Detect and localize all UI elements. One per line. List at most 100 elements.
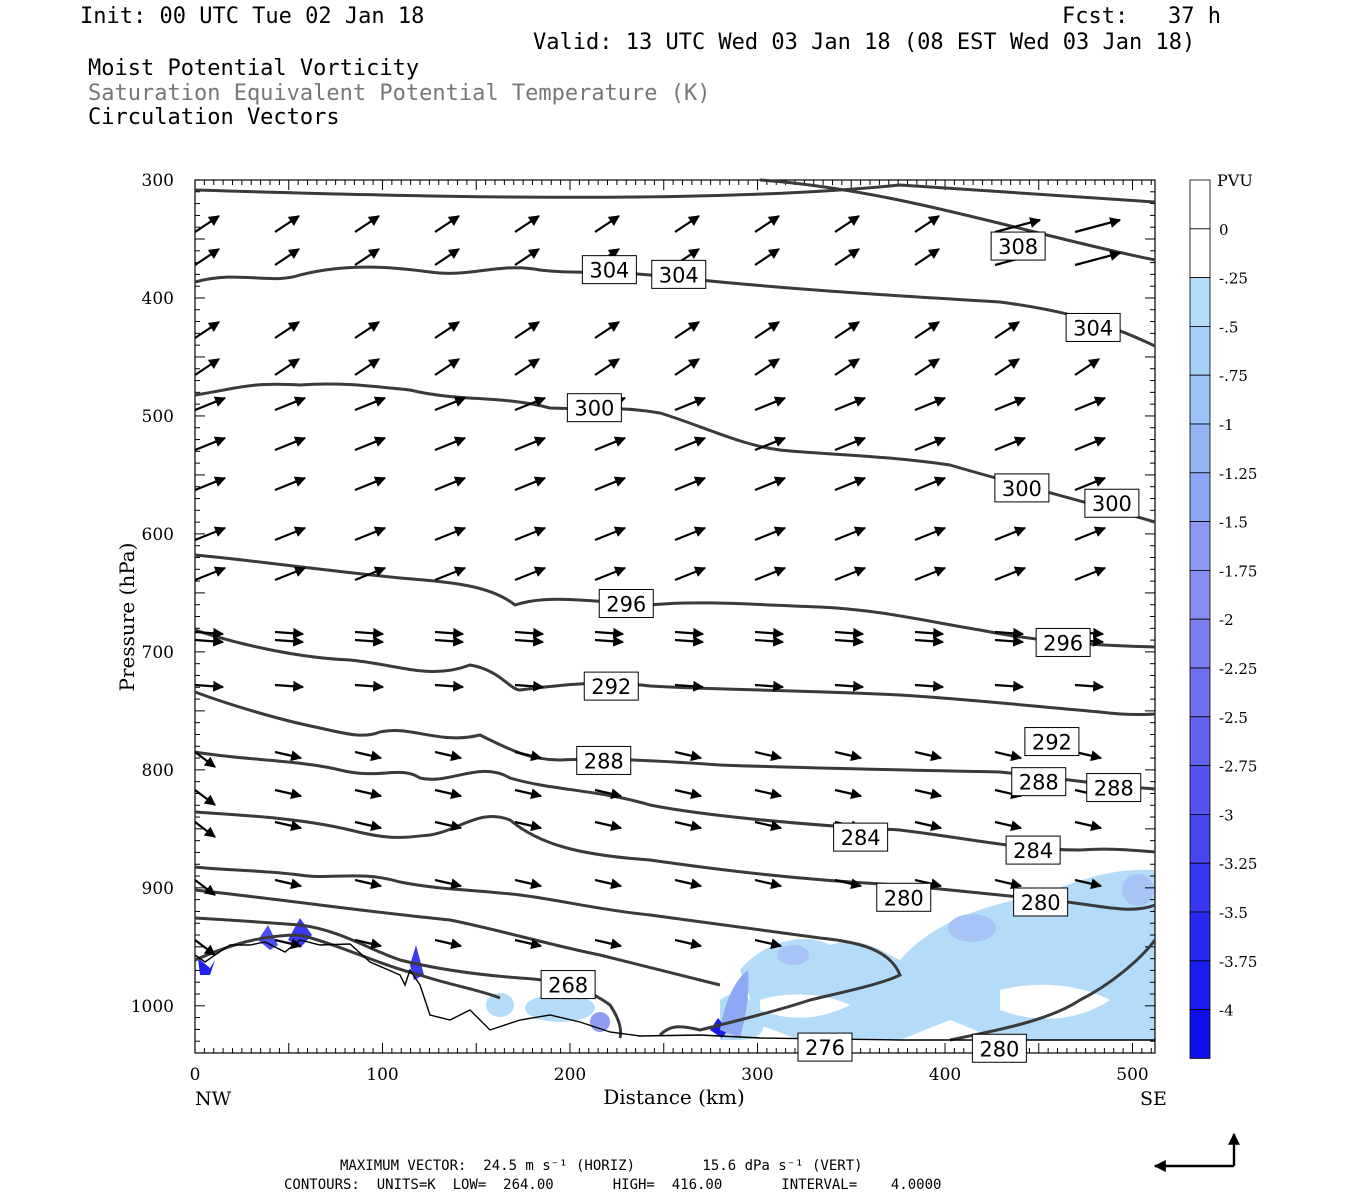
contour-label: 288 (584, 749, 624, 773)
contour-label: 288 (1019, 771, 1059, 795)
circulation-vector (514, 566, 547, 582)
valid-time: Valid: 13 UTC Wed 03 Jan 18 (08 EST Wed … (533, 30, 1196, 55)
x-end-left: NW (195, 1088, 232, 1110)
circulation-vector (594, 635, 625, 647)
circulation-vector (434, 321, 460, 339)
contour-label-box (583, 671, 639, 701)
colorbar-label: 0 (1219, 221, 1229, 239)
circulation-vector (274, 680, 305, 692)
contour-label: 304 (589, 259, 629, 283)
circulation-vector (1074, 820, 1103, 832)
circulation-vector (914, 321, 940, 339)
circulation-vector (914, 627, 945, 639)
circulation-vector (354, 820, 383, 832)
circulation-vector (594, 436, 627, 452)
circulation-vector (994, 358, 1020, 376)
circulation-vector (914, 680, 945, 692)
mpv-shade-white-1 (760, 994, 850, 1018)
contour-label: 284 (841, 826, 881, 850)
circulation-vector (434, 627, 465, 639)
circulation-vector (994, 635, 1025, 647)
circulation-vector (834, 358, 860, 376)
circulation-vector (994, 321, 1020, 339)
circulation-vector (594, 938, 623, 950)
circulation-vector (594, 566, 627, 582)
circulation-vector (914, 215, 940, 233)
circulation-vector (514, 680, 545, 692)
colorbar-label: -1.75 (1219, 562, 1257, 580)
colorbar-label: -2.25 (1219, 660, 1257, 678)
contour-line (194, 865, 902, 1037)
forecast-hour: Fcst: 37 h (1062, 4, 1221, 29)
contour-line (194, 628, 1156, 716)
contour-line (759, 178, 1156, 262)
circulation-vector (994, 878, 1023, 890)
circulation-vector (354, 396, 387, 412)
contour-line (194, 382, 1156, 524)
circulation-vector (674, 321, 700, 339)
circulation-vector (754, 680, 785, 692)
circulation-vector (1074, 526, 1107, 542)
mpv-shade-dark-5 (710, 1018, 728, 1038)
circulation-vector (514, 215, 540, 233)
mpv-shade-mid-1 (777, 945, 809, 965)
contour-label: 280 (884, 886, 924, 910)
contour-label-box (990, 231, 1046, 261)
circulation-vector (834, 566, 867, 582)
x-axis-title: Distance (km) (603, 1085, 745, 1109)
circulation-vector (1074, 680, 1105, 692)
colorbar-swatch (1189, 325, 1211, 376)
circulation-vector (834, 788, 863, 800)
x-tick-label: 100 (366, 1065, 398, 1085)
x-end-right: SE (1140, 1088, 1167, 1110)
circulation-vector (834, 878, 863, 890)
circulation-vector (594, 358, 620, 376)
colorbar-label: -.75 (1219, 367, 1248, 385)
circulation-vector (914, 248, 940, 266)
circulation-vector (514, 627, 545, 639)
contour-label: 304 (1073, 316, 1113, 340)
circulation-vector (194, 635, 225, 647)
y-tick-label: 300 (142, 171, 174, 191)
circulation-vector (754, 627, 785, 639)
contour-line (194, 916, 623, 1039)
contour-label-box (651, 259, 707, 289)
circulation-vector (274, 820, 303, 832)
y-tick-label: 500 (142, 407, 174, 427)
circulation-vector (194, 396, 227, 412)
x-tick-label: 400 (929, 1065, 961, 1085)
circulation-vector (434, 358, 460, 376)
mpv-shade-dark-1 (198, 958, 215, 975)
circulation-vector (354, 788, 383, 800)
circulation-vector (834, 436, 867, 452)
contour-label-box (598, 589, 654, 619)
circulation-vector (1074, 566, 1107, 582)
circulation-vectors (194, 215, 1122, 956)
circulation-vector (674, 526, 707, 542)
circulation-vector (434, 750, 463, 762)
circulation-vector (354, 321, 380, 339)
colorbar-swatch (1189, 765, 1211, 815)
contour-label-box (540, 970, 596, 1000)
circulation-vector (834, 215, 860, 233)
contour-label-box (566, 393, 622, 423)
circulation-vector (674, 878, 703, 890)
circulation-vector (834, 680, 865, 692)
circulation-vector (754, 635, 785, 647)
circulation-vector (514, 321, 540, 339)
circulation-vector (594, 820, 623, 832)
circulation-vector (194, 789, 216, 806)
colorbar-swatch (1189, 667, 1211, 718)
colorbar-label: -2.5 (1219, 709, 1248, 727)
circulation-vector (994, 526, 1027, 542)
circulation-vector (674, 680, 705, 692)
circulation-vector (514, 750, 543, 762)
circulation-vector (834, 248, 860, 266)
colorbar-swatch (1189, 423, 1211, 474)
circulation-vector (994, 396, 1027, 412)
contour-label: 284 (1013, 839, 1053, 863)
contour-label-box (1011, 767, 1067, 797)
x-tick-label: 300 (741, 1065, 773, 1085)
circulation-vector (674, 788, 703, 800)
circulation-vector (194, 627, 225, 639)
